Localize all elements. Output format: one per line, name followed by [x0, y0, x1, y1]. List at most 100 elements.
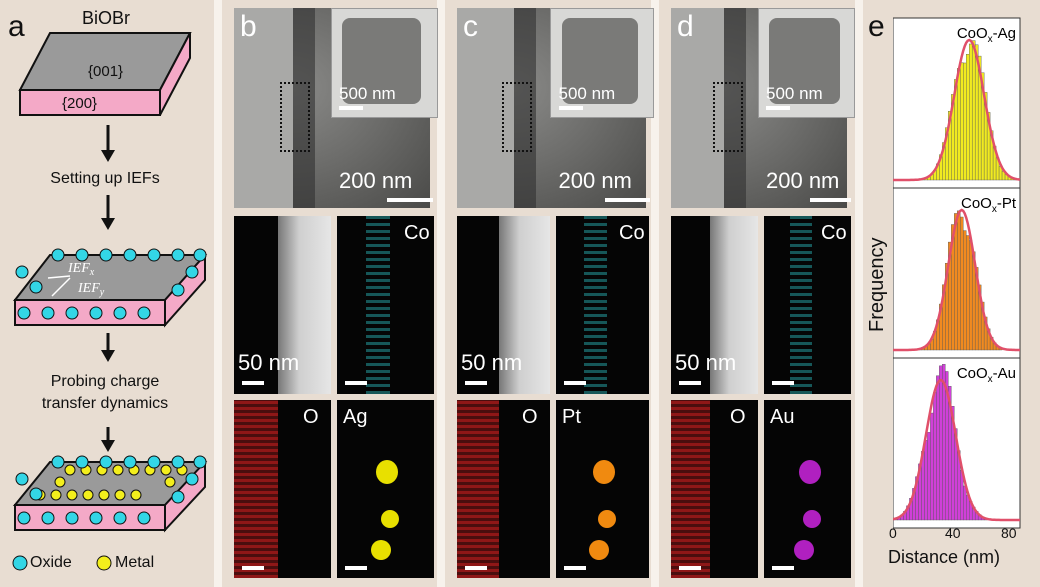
particle-dot	[171, 283, 185, 297]
panel-label-e: e	[868, 10, 885, 43]
particle-dot	[137, 511, 151, 525]
oxide-legend-icon	[12, 555, 28, 571]
particle-dot	[51, 455, 65, 469]
particle-dot	[114, 489, 126, 501]
main-scale-label: 200 nm	[558, 168, 632, 193]
particle-dot	[50, 489, 62, 501]
main-scale-bar	[809, 198, 852, 202]
o-map-label: O	[730, 406, 746, 428]
panel-separator	[214, 0, 222, 587]
particle-dot	[41, 511, 55, 525]
haadf-scale-label: 50 nm	[675, 350, 737, 375]
histogram-bar	[963, 230, 967, 351]
histogram-bar	[968, 43, 973, 181]
step-probing-line1: Probing charge	[50, 373, 160, 390]
o-map-label: O	[303, 406, 319, 428]
metal-map-label: Au	[770, 406, 795, 428]
oxide-particles	[15, 455, 207, 525]
panel-label: d	[677, 10, 694, 43]
particle-dot	[113, 306, 127, 320]
panel-separator	[651, 0, 659, 587]
histogram-bar	[966, 235, 970, 351]
o-scale-bar	[242, 566, 264, 570]
histogram-bar	[933, 392, 937, 521]
panel-label-a: a	[8, 10, 25, 43]
particle-dot	[137, 306, 151, 320]
particle-dot	[65, 511, 79, 525]
inset-scale-label: 500 nm	[558, 84, 616, 103]
facet-side-label: {200}	[62, 95, 98, 112]
co-map	[764, 216, 851, 394]
legend-metal-label: Metal	[115, 554, 155, 571]
x-tick-label: 80	[1001, 525, 1017, 541]
facet-top-label: {001}	[88, 63, 124, 80]
region-of-interest-box	[501, 82, 532, 152]
o-map-label: O	[522, 406, 538, 428]
histogram-bar	[963, 62, 967, 181]
main-scale-label: 200 nm	[339, 168, 413, 193]
particle-dot	[112, 464, 124, 476]
tem-inset	[330, 8, 438, 118]
histogram-bar	[957, 68, 961, 181]
co-map	[337, 216, 434, 394]
tem-inset	[758, 8, 856, 118]
panel-separator	[855, 0, 863, 587]
gaussian-fit-line	[893, 208, 1020, 352]
main-scale-bar	[387, 198, 434, 202]
histogram-bar	[971, 40, 976, 181]
inset-scale-label: 500 nm	[766, 84, 823, 103]
region-of-interest-box	[280, 82, 311, 152]
particle-dot	[75, 455, 89, 469]
particle-dot	[65, 306, 79, 320]
material-title: BiOBr	[82, 8, 131, 28]
particle-dot	[113, 511, 127, 525]
inset-scale-bar	[766, 106, 790, 110]
particle-dot	[147, 248, 161, 262]
y-axis-label: Frequency	[866, 237, 888, 333]
metal-map	[764, 400, 851, 578]
metal-map-label: Pt	[562, 406, 581, 428]
series-label: CoOx-Pt	[961, 195, 1017, 215]
haadf-scale-label: 50 nm	[461, 350, 523, 375]
x-tick-label: 40	[945, 525, 961, 541]
particle-dot	[99, 455, 113, 469]
arrow-down-icon	[101, 150, 115, 162]
histogram-chart: CoOx-Ag CoOx-Pt CoOx-Au	[893, 17, 1021, 529]
particle-dot	[64, 464, 76, 476]
gaussian-fit-line	[893, 378, 1020, 522]
histogram-bar	[924, 440, 928, 521]
o-scale-bar	[465, 566, 487, 570]
metal-map	[556, 400, 649, 578]
histogram-bar	[968, 240, 973, 351]
histogram-bar	[960, 62, 964, 181]
particle-dot	[89, 306, 103, 320]
co-map	[556, 216, 649, 394]
particle-dot	[171, 248, 185, 262]
o-map	[671, 400, 758, 578]
particle-dot	[41, 306, 55, 320]
x-axis-label: Distance (nm)	[888, 547, 1001, 567]
inset-scale-label: 500 nm	[339, 84, 396, 103]
main-scale-label: 200 nm	[766, 168, 840, 193]
particle-dot	[193, 455, 207, 469]
panel-a-drawing: IEFx IEFy	[12, 32, 208, 571]
particle-dot	[54, 476, 66, 488]
oxide-particles	[15, 248, 207, 320]
x-tick-label: 0	[889, 525, 897, 541]
particle-dot	[66, 489, 78, 501]
histogram-bar	[957, 210, 961, 351]
particle-dot	[171, 455, 185, 469]
step-probing-line2: transfer dynamics	[41, 395, 169, 412]
particle-dot	[185, 472, 199, 486]
particle-dot	[17, 306, 31, 320]
inset-scale-bar	[558, 106, 583, 110]
metal-legend-icon	[96, 555, 112, 571]
step-ief-label: Setting up IEFs	[50, 170, 160, 187]
series-label: CoOx-Ag	[957, 25, 1016, 45]
particle-dot	[15, 265, 29, 279]
main-scale-bar	[605, 198, 650, 202]
particle-dot	[147, 455, 161, 469]
metal-scale-bar	[345, 566, 367, 570]
particle-dot	[160, 464, 172, 476]
co-scale-bar	[564, 381, 586, 385]
